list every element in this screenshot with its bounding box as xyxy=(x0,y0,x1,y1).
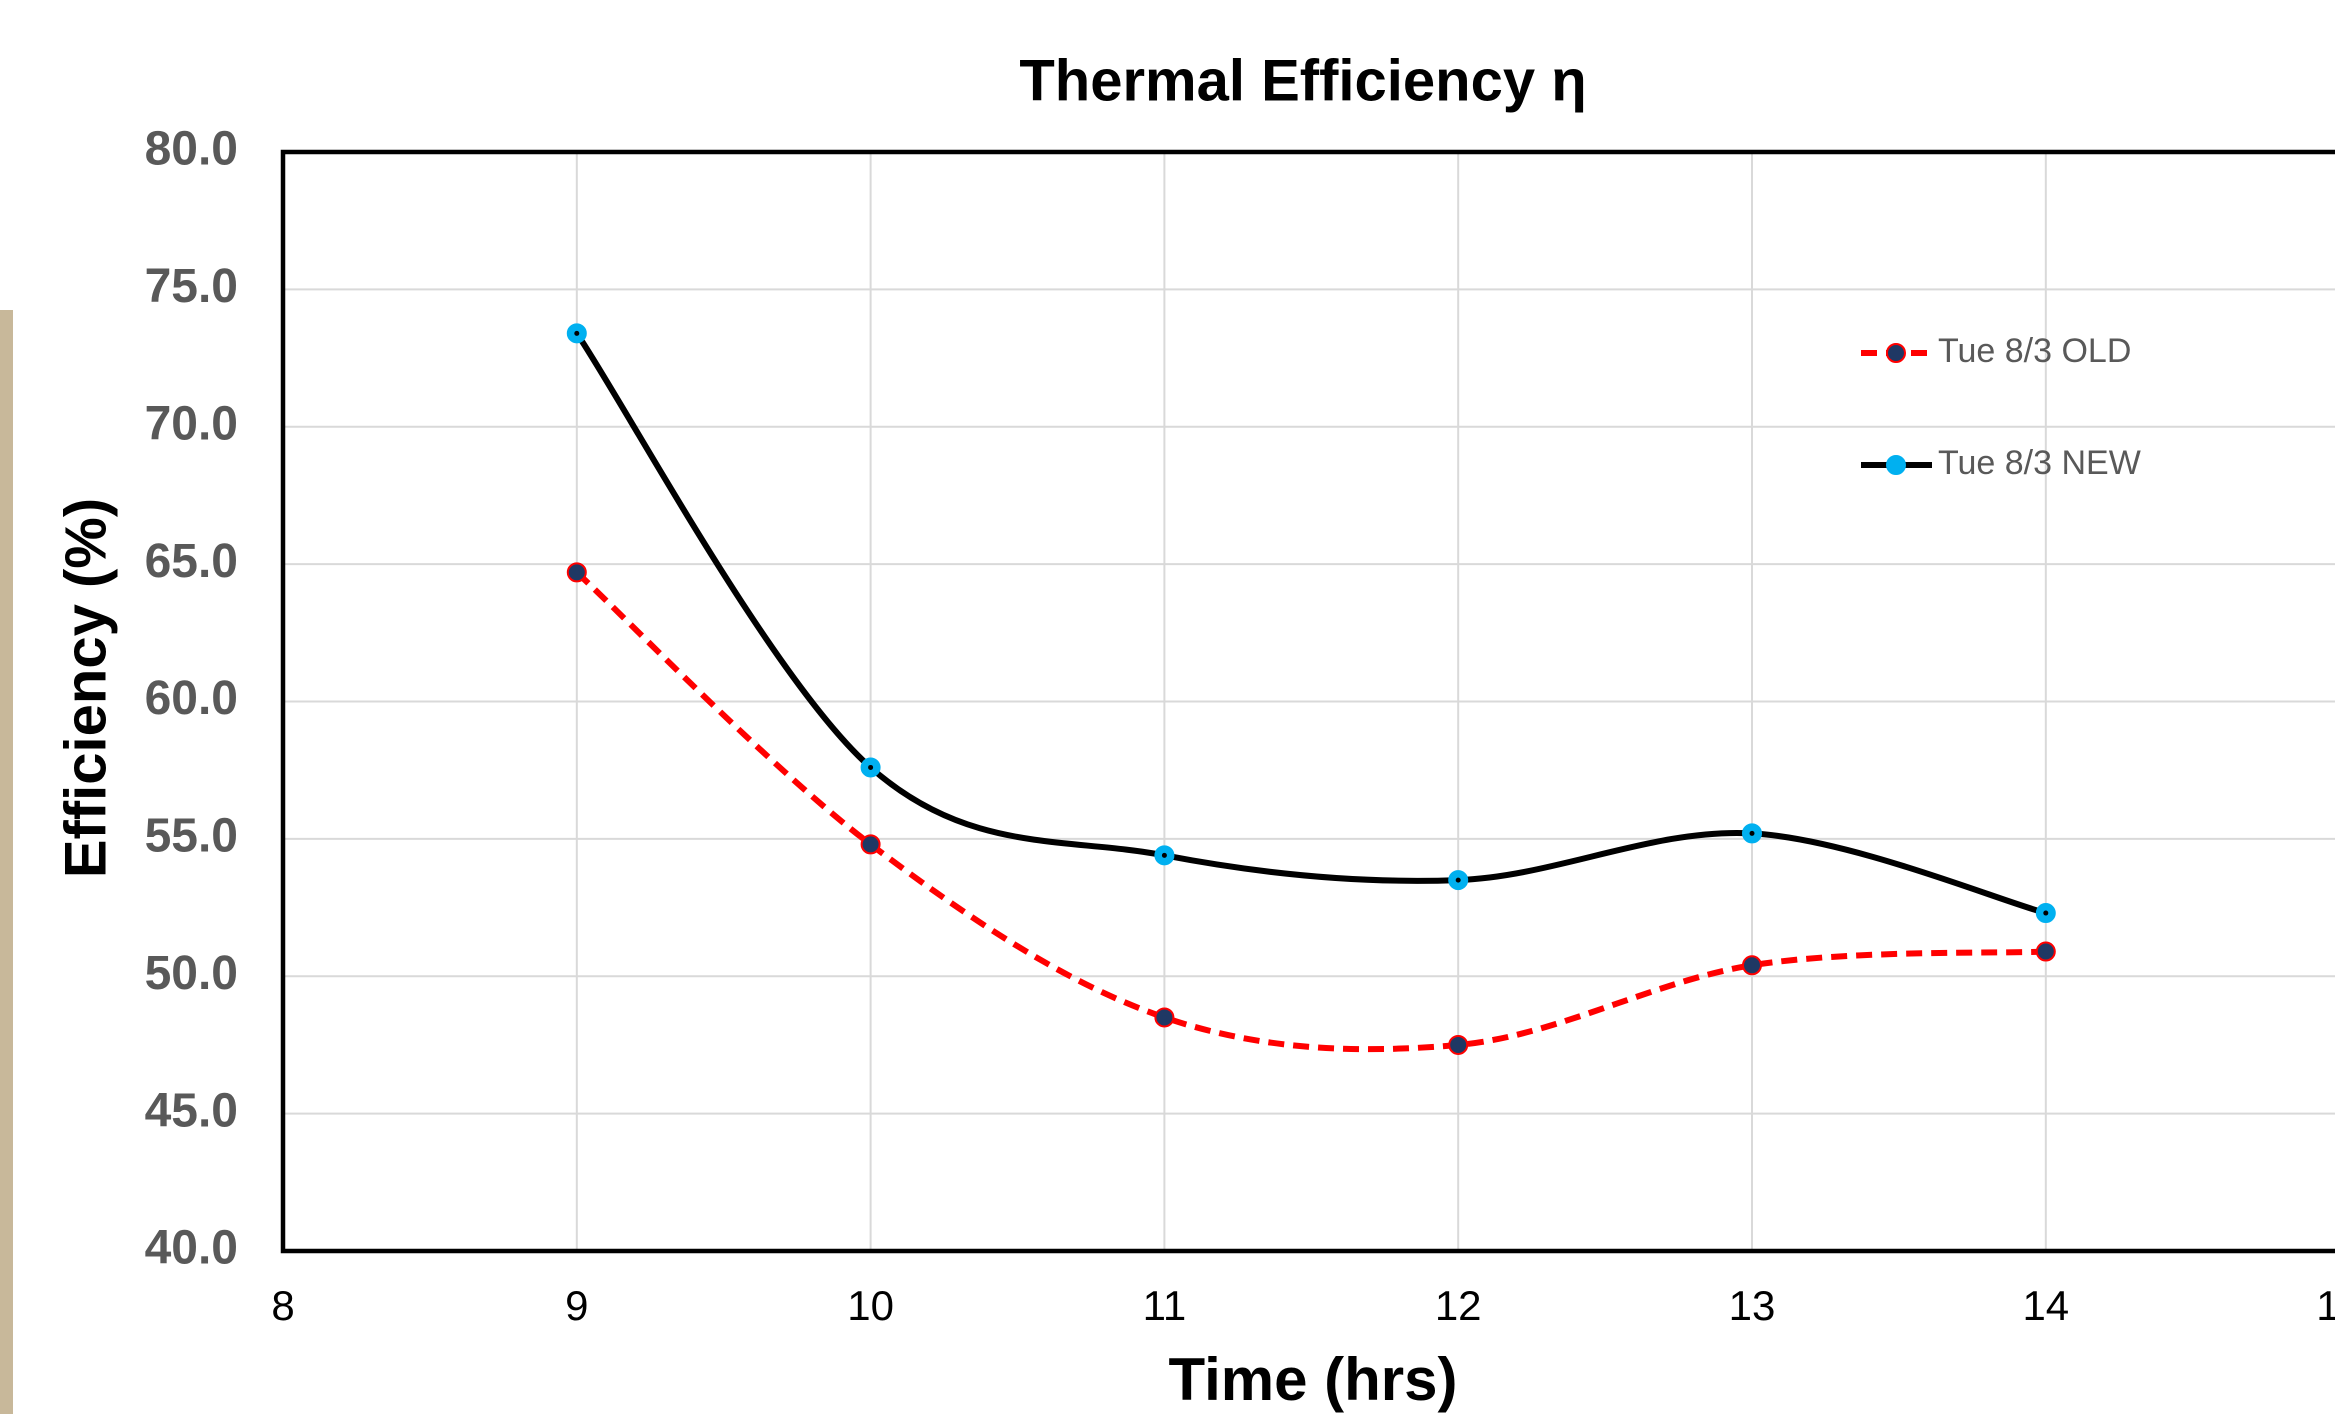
x-tick-label: 8 xyxy=(271,1282,294,1329)
x-tick-label: 9 xyxy=(565,1282,588,1329)
point-center xyxy=(574,330,580,336)
point-center xyxy=(1749,962,1755,968)
y-tick-label: 75.0 xyxy=(145,260,238,313)
y-axis-title: Efficiency (%) xyxy=(53,498,118,878)
point-center xyxy=(2043,910,2049,916)
legend-label: Tue 8/3 OLD xyxy=(1938,332,2131,370)
chart-title: Thermal Efficiency η xyxy=(1019,48,1586,113)
point-center xyxy=(1161,852,1167,858)
y-tick-label: 45.0 xyxy=(145,1084,238,1137)
x-tick-label: 12 xyxy=(1435,1282,1482,1329)
x-tick-label: 14 xyxy=(2022,1282,2069,1329)
y-tick-label: 55.0 xyxy=(145,810,238,863)
y-tick-label: 65.0 xyxy=(145,535,238,588)
point-center xyxy=(2043,949,2049,955)
x-tick-label: 15 xyxy=(2316,1282,2335,1329)
photo-edge xyxy=(0,310,13,1414)
series-line xyxy=(574,570,2046,1053)
x-axis-title: Time (hrs) xyxy=(1169,1346,1458,1413)
x-tick-label: 10 xyxy=(847,1282,894,1329)
y-tick-label: 50.0 xyxy=(145,947,238,1000)
x-tick-label: 11 xyxy=(1143,1282,1187,1329)
point-center xyxy=(574,569,580,575)
y-tick-label: 80.0 xyxy=(145,123,238,176)
plot-border xyxy=(280,149,2335,1254)
legend-marker xyxy=(1886,455,1906,475)
legend-label: Tue 8/3 NEW xyxy=(1938,444,2141,482)
point-center xyxy=(1161,1014,1167,1020)
point-center xyxy=(1749,830,1755,836)
y-tick-label: 70.0 xyxy=(145,397,238,450)
point-center xyxy=(1455,877,1461,883)
point-center xyxy=(1455,1042,1461,1048)
x-tick-label: 13 xyxy=(1729,1282,1776,1329)
series-line xyxy=(574,331,2047,916)
point-center xyxy=(868,841,874,847)
legend-marker xyxy=(1886,343,1906,363)
point-center xyxy=(868,764,874,770)
y-tick-label: 40.0 xyxy=(145,1222,238,1275)
y-tick-label: 60.0 xyxy=(145,672,238,725)
